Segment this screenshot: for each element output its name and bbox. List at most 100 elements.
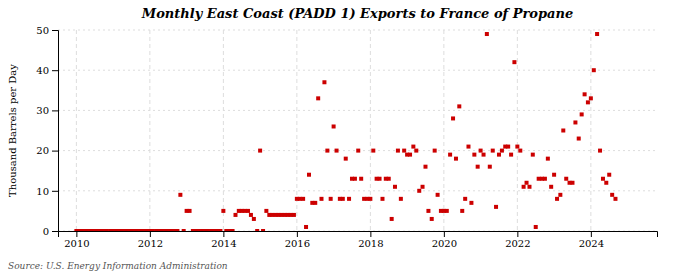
- x-tick-label: 2016: [285, 238, 310, 249]
- point: [607, 173, 611, 177]
- y-tick: 40: [36, 65, 58, 76]
- y-tick: 10: [36, 186, 58, 197]
- point: [233, 213, 237, 217]
- point: [577, 137, 581, 141]
- point: [460, 209, 464, 213]
- point: [417, 189, 421, 193]
- point: [322, 80, 326, 84]
- point: [598, 149, 602, 153]
- y-tick-label: 10: [36, 186, 49, 197]
- y-grid-line: [58, 110, 657, 111]
- point: [387, 177, 391, 181]
- point: [604, 181, 608, 185]
- y-tick-mark: [52, 110, 58, 111]
- point: [307, 173, 311, 177]
- point: [485, 32, 489, 36]
- point: [347, 197, 351, 201]
- x-tick-mark: [444, 231, 445, 237]
- point: [408, 153, 412, 157]
- y-tick-label: 40: [36, 65, 49, 76]
- y-tick: 50: [36, 25, 58, 36]
- point: [221, 209, 225, 213]
- points: [74, 32, 617, 231]
- point: [531, 153, 535, 157]
- point: [509, 153, 513, 157]
- grid: [58, 30, 657, 231]
- point: [380, 197, 384, 201]
- point: [393, 185, 397, 189]
- y-tick: 30: [36, 105, 58, 116]
- y-axis-title: Thousand Barrels per Day: [7, 64, 18, 197]
- point: [482, 153, 486, 157]
- x-tick: 2018: [358, 231, 383, 249]
- y-grid-line: [58, 70, 657, 71]
- point: [399, 197, 403, 201]
- point: [178, 193, 182, 197]
- y-tick-mark: [52, 30, 58, 31]
- x-tick-mark: [591, 231, 592, 237]
- x-tick: 2014: [211, 231, 236, 249]
- point: [175, 229, 179, 231]
- y-tick-mark: [52, 231, 58, 232]
- point: [329, 197, 333, 201]
- point: [469, 201, 473, 205]
- x-axis-line: [59, 232, 658, 238]
- point: [423, 165, 427, 169]
- point: [445, 209, 449, 213]
- point: [325, 149, 329, 153]
- point: [231, 229, 235, 231]
- x-tick-mark: [223, 231, 224, 237]
- point: [518, 149, 522, 153]
- point: [255, 229, 259, 231]
- point: [601, 177, 605, 181]
- point: [353, 177, 357, 181]
- point: [390, 217, 394, 221]
- point: [552, 173, 556, 177]
- point: [506, 145, 510, 149]
- x-tick-mark: [517, 231, 518, 237]
- point: [555, 197, 559, 201]
- point: [433, 149, 437, 153]
- x-tick-label: 2022: [505, 238, 530, 249]
- point: [182, 229, 186, 231]
- point: [558, 193, 562, 197]
- y-tick: 0: [43, 226, 58, 237]
- y-tick-label: 30: [36, 105, 49, 116]
- point: [570, 181, 574, 185]
- x-tick-mark: [370, 231, 371, 237]
- x-grid-line: [296, 30, 297, 231]
- x-grid-line: [223, 30, 224, 231]
- x-grid-line: [76, 30, 77, 231]
- point: [595, 32, 599, 36]
- point: [522, 185, 526, 189]
- point: [378, 177, 382, 181]
- x-tick-mark: [76, 231, 77, 237]
- point: [341, 197, 345, 201]
- point: [426, 209, 430, 213]
- y-tick-mark: [52, 70, 58, 71]
- point: [515, 145, 519, 149]
- y-tick-label: 20: [36, 145, 49, 156]
- y-grid-line: [58, 30, 657, 31]
- point: [396, 149, 400, 153]
- x-tick-label: 2020: [432, 238, 457, 249]
- point: [549, 185, 553, 189]
- point: [436, 193, 440, 197]
- point: [580, 112, 584, 116]
- point: [573, 120, 577, 124]
- point: [525, 181, 529, 185]
- point: [264, 209, 268, 213]
- point: [359, 177, 363, 181]
- point: [356, 149, 360, 153]
- point: [258, 149, 262, 153]
- x-tick-label: 2010: [64, 238, 89, 249]
- x-grid-line: [370, 30, 371, 231]
- point: [561, 129, 565, 133]
- x-tick: 2022: [505, 231, 530, 249]
- x-tick: 2016: [285, 231, 310, 249]
- point: [494, 205, 498, 209]
- y-axis-line: [52, 31, 59, 232]
- point: [451, 116, 455, 120]
- point: [463, 197, 467, 201]
- point: [546, 157, 550, 161]
